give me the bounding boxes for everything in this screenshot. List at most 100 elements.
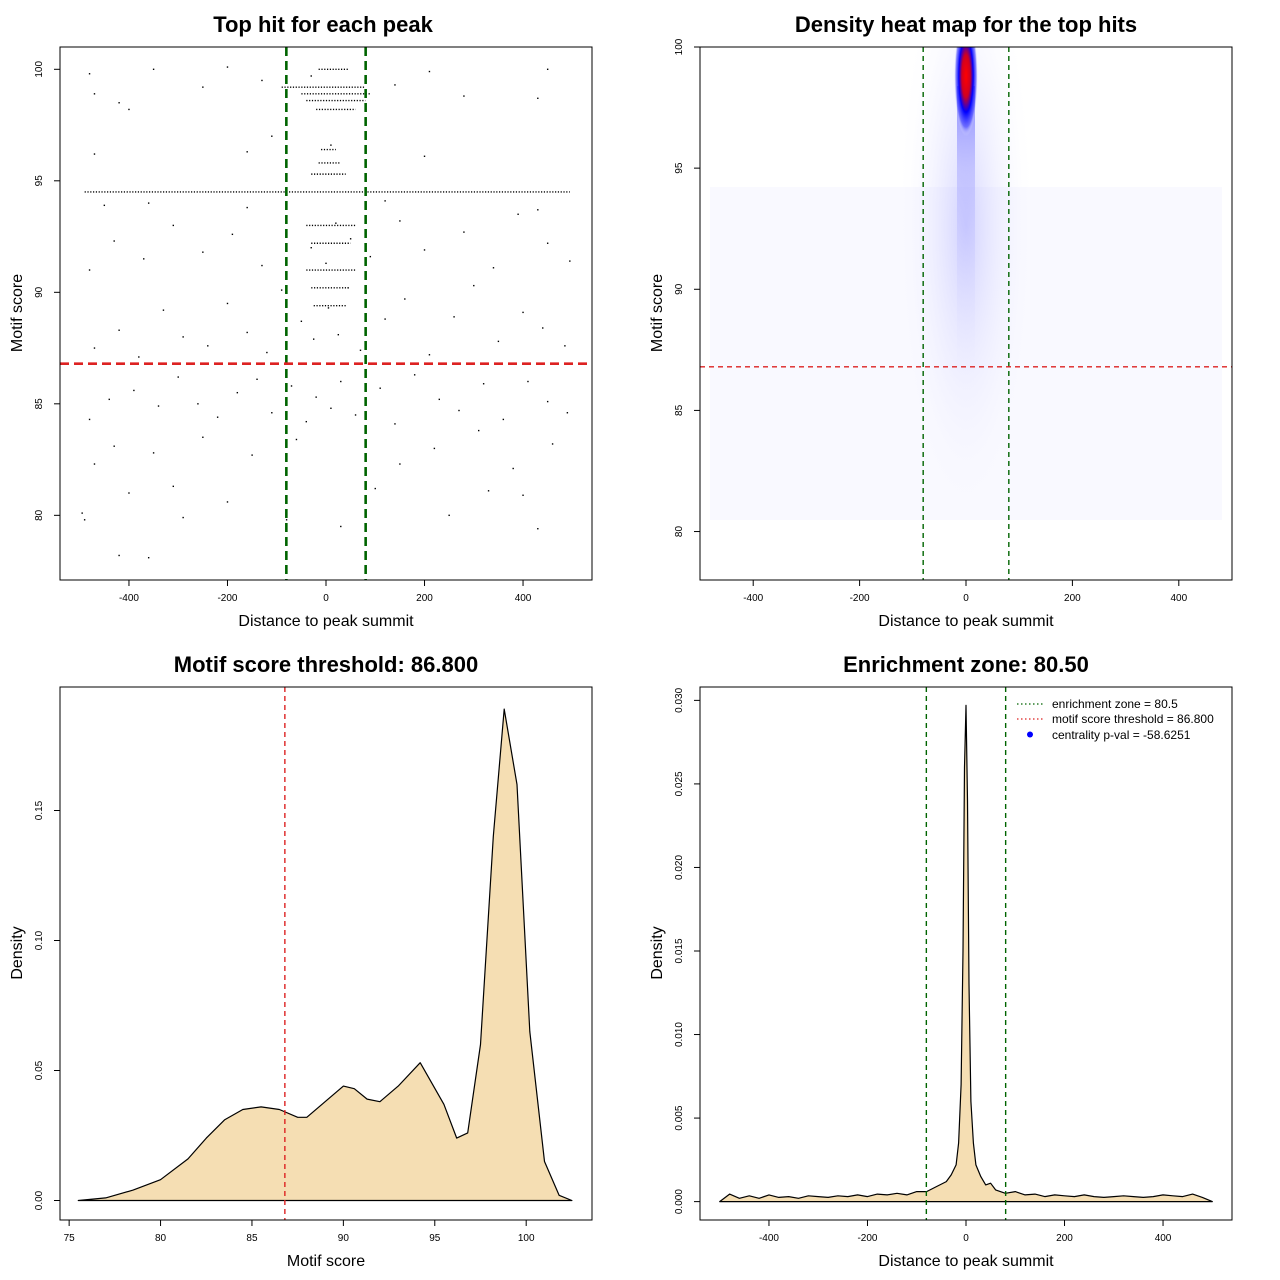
scatter-point (340, 380, 342, 383)
y-tick-label: 0.010 (674, 1022, 685, 1047)
scatter-point (502, 418, 505, 421)
scatter-point (546, 68, 549, 71)
y-tick-label: 85 (674, 404, 685, 416)
scatter-point (315, 396, 317, 398)
scatter-point (231, 233, 234, 236)
x-tick-label: 0 (963, 593, 969, 604)
x-tick-label: 200 (416, 593, 433, 604)
scatter-point (81, 512, 83, 514)
scatter-point (226, 501, 229, 503)
y-tick-label: 85 (34, 398, 45, 410)
x-tick-label: 90 (338, 1233, 350, 1244)
scatter-point (182, 336, 184, 338)
scatter-x-axis: -400 -200 0 200 400 (119, 580, 532, 604)
scatter-frame (59, 46, 593, 581)
scatter-point (369, 255, 372, 258)
scatter-point (271, 412, 273, 414)
score-density-title: Motif score threshold: 86.800 (174, 652, 478, 677)
x-tick-label: -400 (119, 593, 139, 604)
scatter-point (330, 144, 332, 146)
heatmap-x-label: Distance to peak summit (878, 613, 1054, 630)
scatter-point (340, 525, 342, 528)
y-tick-label: 95 (674, 162, 685, 174)
scatter-point (394, 423, 396, 425)
scatter-point (312, 338, 315, 340)
scatter-point (216, 416, 219, 418)
scatter-point (177, 376, 179, 378)
y-tick-label: 0.005 (674, 1105, 685, 1130)
y-tick-label: 95 (34, 175, 45, 187)
scatter-point (172, 485, 174, 488)
x-tick-label: -400 (743, 593, 763, 604)
panel-distance-density: Enrichment zone: 80.50 -400 -200 0 200 400 0… (649, 652, 1233, 1270)
scatter-point (463, 95, 465, 97)
distance-density-plot-area (719, 704, 1213, 1203)
x-tick-label: 0 (323, 593, 329, 604)
distance-density-y-label: Density (649, 926, 666, 979)
y-tick-label: 0.10 (34, 930, 45, 950)
heatmap-hotspot (954, 47, 978, 137)
distance-density-y-axis: 0.000 0.005 0.010 0.015 0.020 0.025 0.030 (674, 687, 700, 1214)
scatter-point (256, 378, 258, 380)
scatter-point (546, 242, 549, 244)
scatter-point (423, 249, 426, 251)
scatter-point (300, 320, 303, 323)
y-tick-label: 80 (674, 526, 685, 538)
panel-scatter: Top hit for each peak -400 -200 0 200 400 80… (9, 12, 593, 630)
score-density-plot-area (77, 708, 573, 1202)
y-tick-label: 100 (34, 61, 45, 78)
heatmap-y-axis: 80 85 90 95 100 (674, 38, 700, 537)
scatter-point (147, 556, 150, 559)
scatter-point (246, 331, 248, 334)
x-tick-label: 95 (429, 1233, 441, 1244)
scatter-point (118, 102, 120, 104)
scatter-point (103, 204, 106, 207)
x-tick-label: 0 (963, 1233, 969, 1244)
scatter-point (463, 231, 465, 233)
score-density-frame (59, 686, 593, 1221)
scatter-point (394, 84, 396, 86)
scatter-point (517, 213, 519, 215)
heatmap-tail (957, 86, 975, 417)
score-density-y-axis: 0.00 0.05 0.10 0.15 (34, 800, 60, 1210)
scatter-point (569, 260, 571, 262)
scatter-point (537, 97, 539, 99)
scatter-point (310, 75, 312, 77)
scatter-point (88, 418, 91, 421)
scatter-point (423, 155, 426, 157)
scatter-point (527, 380, 529, 383)
scatter-point (93, 93, 96, 95)
scatter-y-label: Motif score (9, 274, 26, 352)
scatter-title: Top hit for each peak (213, 12, 433, 37)
x-tick-label: -400 (759, 1233, 779, 1244)
scatter-point (492, 267, 495, 269)
scatter-point (138, 356, 140, 358)
legend-motif-threshold: motif score threshold = 86.800 (1052, 712, 1214, 726)
scatter-point (290, 385, 293, 387)
scatter-point (399, 220, 401, 222)
scatter-point (566, 412, 569, 414)
y-tick-label: 90 (34, 286, 45, 298)
scatter-point (305, 420, 307, 423)
scatter-point (88, 269, 91, 271)
scatter-point (473, 284, 475, 287)
scatter-point (202, 86, 204, 88)
panel-heatmap: Density heat map for the top hits -400 -2… (649, 12, 1233, 630)
scatter-point (399, 463, 401, 465)
density-area (77, 708, 573, 1202)
scatter-point (497, 340, 500, 343)
distance-density-title: Enrichment zone: 80.50 (843, 652, 1089, 677)
score-density-y-label: Density (9, 926, 26, 979)
scatter-point (271, 135, 273, 137)
x-tick-label: 85 (246, 1233, 258, 1244)
scatter-point (458, 409, 460, 412)
scatter-point (327, 307, 330, 309)
x-tick-label: -200 (857, 1233, 877, 1244)
heatmap-x-axis: -400 -200 0 200 400 (743, 580, 1188, 604)
scatter-point (448, 514, 450, 517)
scatter-point (280, 289, 283, 291)
x-tick-label: 100 (518, 1233, 535, 1244)
scatter-point (108, 398, 110, 401)
scatter-point (285, 519, 288, 521)
scatter-point (347, 287, 349, 289)
